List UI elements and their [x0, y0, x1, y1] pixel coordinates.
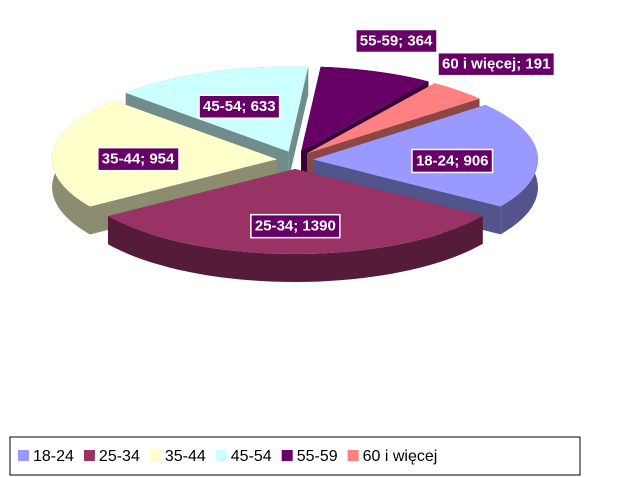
slice: [108, 168, 483, 254]
data-label: 60 i więcej; 191: [442, 56, 550, 73]
slice-group: [107, 168, 483, 282]
legend-label: 18-24: [33, 448, 74, 465]
data-label: 18-24; 906: [416, 152, 489, 169]
data-label-box: [97, 146, 180, 172]
data-label: 25-34; 1390: [255, 218, 336, 235]
legend-swatch: [281, 450, 293, 461]
slice: [301, 66, 429, 152]
slice-side: [108, 215, 483, 282]
legend-swatch: [149, 450, 161, 461]
data-label: 45-54; 633: [203, 98, 276, 115]
legend-swatch: [18, 450, 29, 461]
legend-label: 35-44: [165, 448, 206, 465]
legend-label: 45-54: [231, 448, 272, 465]
legend-swatch: [83, 450, 95, 461]
legend-swatch: [215, 450, 227, 461]
slice: [307, 83, 480, 154]
legend-label: 25-34: [99, 448, 140, 465]
data-label-box: [411, 148, 494, 174]
legend-label: 60 i więcej: [363, 448, 438, 465]
legend-swatch: [347, 450, 359, 461]
data-label: 55-59; 364: [360, 32, 433, 49]
legend-label: 55-59: [297, 448, 338, 465]
data-label-box: [355, 28, 438, 54]
data-label-box: [250, 213, 341, 239]
slice-wall: [288, 66, 309, 180]
data-label-box: [437, 51, 556, 77]
legend-box: [9, 436, 581, 476]
data-label: 35-44; 954: [102, 151, 175, 168]
data-label-box: [198, 94, 281, 119]
